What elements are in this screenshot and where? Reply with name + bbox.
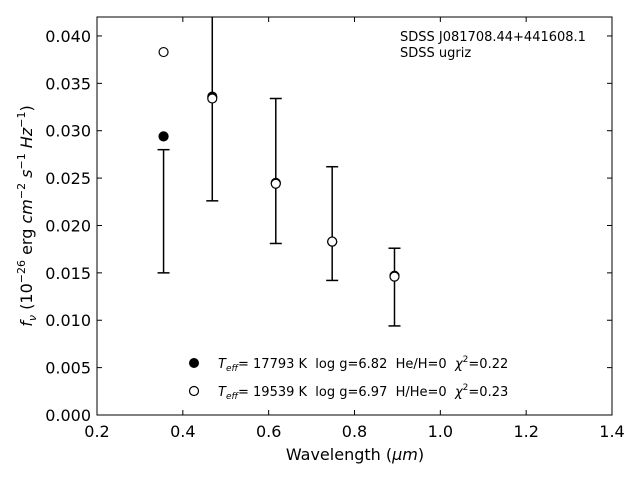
y-tick-label: 0.010 bbox=[45, 311, 91, 330]
y-tick-label: 0.035 bbox=[45, 74, 91, 93]
error-bar bbox=[206, 17, 219, 202]
model-point-filled bbox=[158, 131, 169, 142]
x-tick-label: 0.2 bbox=[84, 422, 109, 441]
error-bar bbox=[157, 148, 170, 274]
error-bar bbox=[269, 97, 282, 245]
model-point-open bbox=[158, 46, 169, 58]
model-point-open bbox=[327, 236, 338, 247]
error-bar bbox=[388, 247, 401, 327]
x-tick-label: 0.4 bbox=[170, 422, 195, 441]
model-point-open bbox=[389, 271, 400, 282]
y-tick-label: 0.005 bbox=[45, 359, 91, 378]
y-tick-label: 0.020 bbox=[45, 216, 91, 235]
error-bar bbox=[326, 165, 339, 282]
object-name-annotation: SDSS J081708.44+441608.1 bbox=[400, 30, 586, 45]
x-tick-label: 0.6 bbox=[256, 422, 281, 441]
y-tick-label: 0.040 bbox=[45, 27, 91, 46]
legend-marker-filled bbox=[189, 358, 199, 368]
model-point-open bbox=[207, 93, 218, 104]
legend: Teff= 17793 K log g=6.82 He/H=0 χ2=0.22 … bbox=[188, 355, 508, 402]
y-tick-label: 0.025 bbox=[45, 169, 91, 188]
y-tick-label: 0.000 bbox=[45, 406, 91, 425]
marks-layer bbox=[157, 17, 401, 327]
y-axis-label: fν (10−26 erg cm−2 s−1 Hz−1) bbox=[15, 105, 39, 326]
tick-layer: 0.2 0.4 0.6 0.8 1.0 1.2 1.4 0.000 0.005 0.010 0.01… bbox=[45, 17, 625, 441]
y-tick-label: 0.015 bbox=[45, 264, 91, 283]
filter-system-annotation: SDSS ugriz bbox=[400, 46, 471, 61]
x-tick-label: 1.4 bbox=[599, 422, 624, 441]
legend-marker-open bbox=[188, 385, 200, 397]
x-tick-label: 1.2 bbox=[513, 422, 538, 441]
plot-frame bbox=[96, 16, 613, 416]
x-axis-label: Wavelength (μm) bbox=[286, 445, 424, 464]
x-tick-label: 0.8 bbox=[342, 422, 367, 441]
model-point-open bbox=[270, 178, 281, 189]
legend-entry-1: Teff= 17793 K log g=6.82 He/H=0 χ2=0.22 bbox=[218, 355, 508, 374]
x-tick-label: 1.0 bbox=[428, 422, 453, 441]
y-tick-label: 0.030 bbox=[45, 122, 91, 141]
legend-entry-2: Teff= 19539 K log g=6.97 H/He=0 χ2=0.23 bbox=[218, 383, 508, 402]
